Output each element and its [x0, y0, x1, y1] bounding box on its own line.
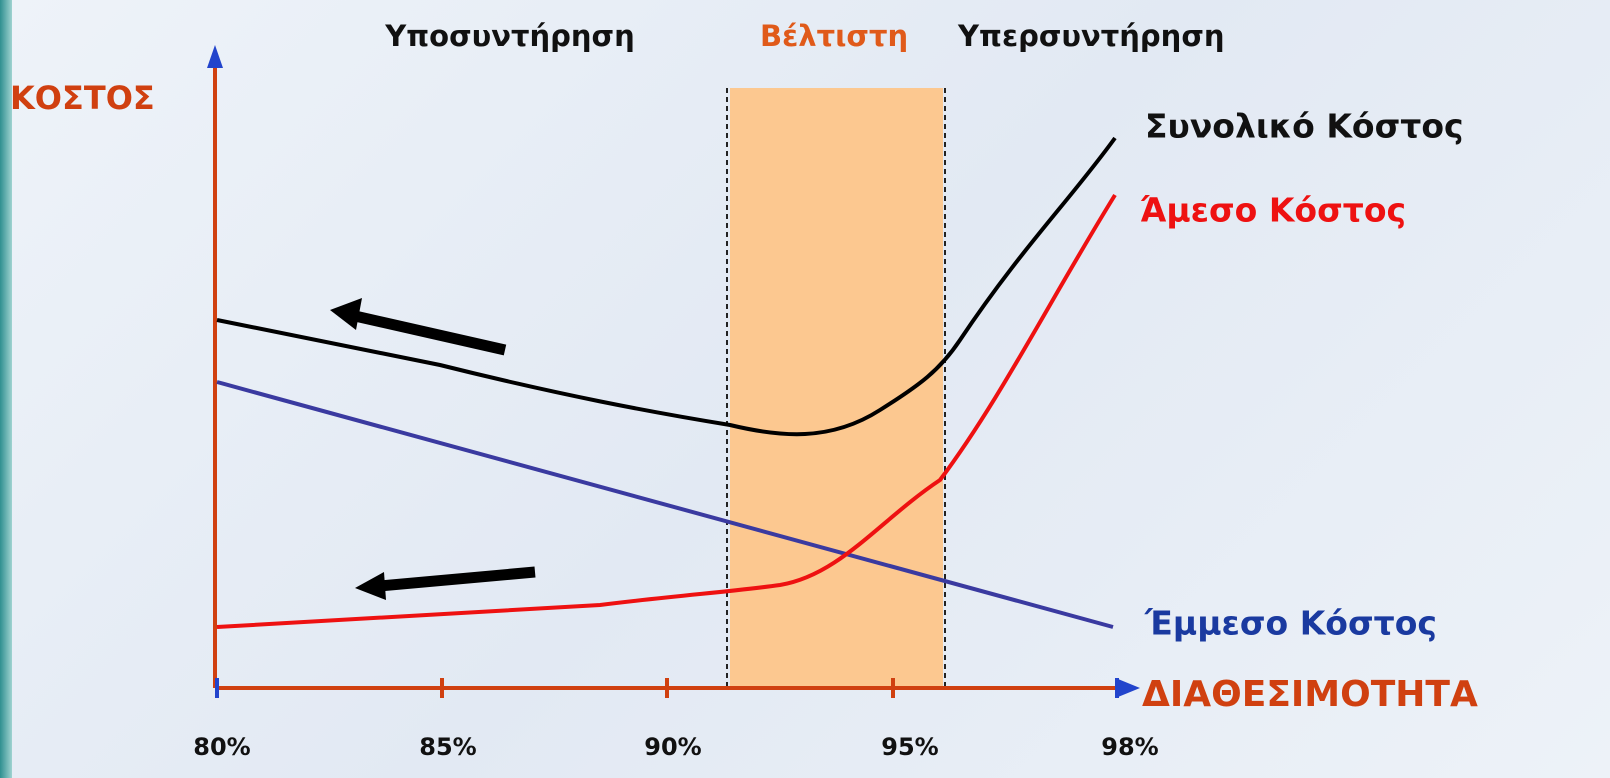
header-left: Υποσυντήρηση: [384, 19, 635, 53]
x-tick-label: 95%: [881, 733, 938, 761]
x-tick-label: 98%: [1101, 733, 1158, 761]
header-right: Υπερσυντήρηση: [957, 19, 1225, 53]
arrow: [353, 310, 507, 356]
indirect-cost-curve: [216, 380, 1114, 629]
arrow: [379, 566, 536, 592]
side-strip: [0, 0, 12, 778]
x-tick-label: 85%: [419, 733, 476, 761]
curve-label: Άμεσο Κόστος: [1140, 191, 1406, 230]
x-axis-label: ΔΙΑΘΕΣΙΜΟΤΗΤΑ: [1142, 674, 1478, 715]
x-axis-arrow: [1118, 679, 1140, 697]
y-axis-label: ΚΟΣΤΟΣ: [10, 79, 155, 117]
y-axis-arrow: [207, 45, 223, 68]
arrow-head: [330, 298, 362, 330]
curve-label: Συνολικό Κόστος: [1145, 107, 1464, 146]
x-tick-label: 90%: [644, 733, 701, 761]
x-tick-label: 80%: [193, 733, 250, 761]
total-cost-curve: [216, 136, 1117, 437]
arrow-head: [355, 572, 386, 600]
direct-cost-curve: [216, 193, 1117, 629]
header-middle: Βέλτιστη: [760, 19, 908, 53]
curve-label: Έμμεσο Κόστος: [1144, 604, 1437, 643]
